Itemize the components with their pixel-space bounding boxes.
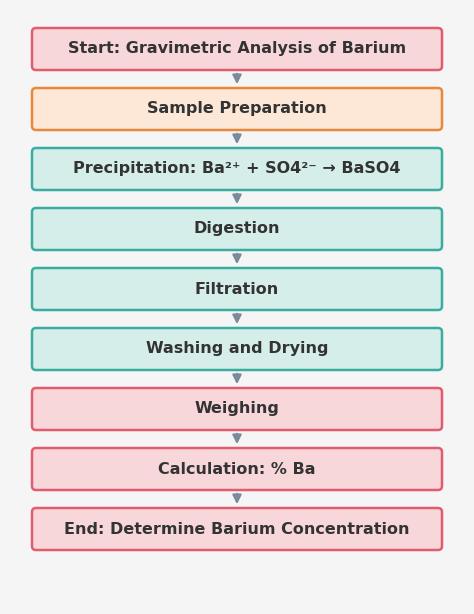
Text: Washing and Drying: Washing and Drying bbox=[146, 341, 328, 357]
Text: Start: Gravimetric Analysis of Barium: Start: Gravimetric Analysis of Barium bbox=[68, 42, 406, 56]
FancyBboxPatch shape bbox=[32, 88, 442, 130]
Text: Digestion: Digestion bbox=[194, 222, 280, 236]
Text: Sample Preparation: Sample Preparation bbox=[147, 101, 327, 117]
Text: End: Determine Barium Concentration: End: Determine Barium Concentration bbox=[64, 521, 410, 537]
FancyBboxPatch shape bbox=[32, 388, 442, 430]
FancyBboxPatch shape bbox=[32, 508, 442, 550]
Text: Precipitation: Ba²⁺ + SO4²⁻ → BaSO4: Precipitation: Ba²⁺ + SO4²⁻ → BaSO4 bbox=[73, 161, 401, 176]
FancyBboxPatch shape bbox=[32, 148, 442, 190]
Text: Filtration: Filtration bbox=[195, 281, 279, 297]
Text: Weighing: Weighing bbox=[194, 402, 280, 416]
FancyBboxPatch shape bbox=[32, 28, 442, 70]
FancyBboxPatch shape bbox=[32, 268, 442, 310]
Text: Calculation: % Ba: Calculation: % Ba bbox=[158, 462, 316, 476]
FancyBboxPatch shape bbox=[32, 208, 442, 250]
FancyBboxPatch shape bbox=[32, 328, 442, 370]
FancyBboxPatch shape bbox=[32, 448, 442, 490]
